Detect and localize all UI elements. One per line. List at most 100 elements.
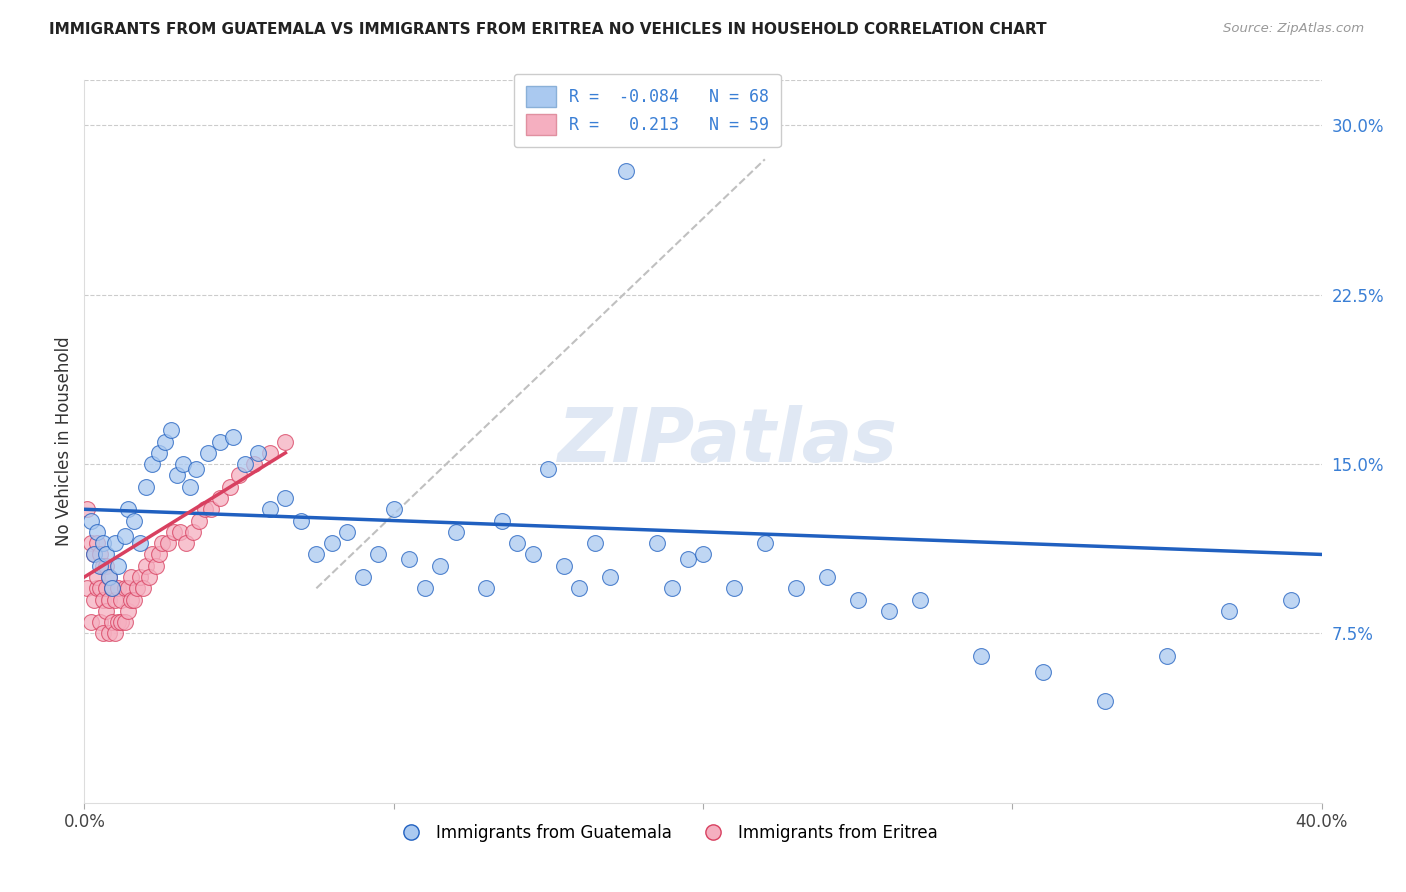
- Point: [243, 457, 266, 471]
- Point: [98, 592, 121, 607]
- Point: [491, 514, 513, 528]
- Text: Source: ZipAtlas.com: Source: ZipAtlas.com: [1223, 22, 1364, 36]
- Point: [179, 480, 201, 494]
- Point: [91, 626, 114, 640]
- Point: [815, 570, 838, 584]
- Point: [125, 582, 148, 596]
- Point: [259, 502, 281, 516]
- Point: [614, 163, 637, 178]
- Point: [200, 502, 222, 516]
- Point: [754, 536, 776, 550]
- Point: [107, 558, 129, 573]
- Point: [321, 536, 343, 550]
- Point: [122, 514, 145, 528]
- Point: [1094, 694, 1116, 708]
- Point: [120, 570, 142, 584]
- Point: [107, 582, 129, 596]
- Point: [197, 446, 219, 460]
- Point: [86, 536, 108, 550]
- Point: [187, 514, 209, 528]
- Point: [86, 582, 108, 596]
- Point: [367, 548, 389, 562]
- Point: [148, 548, 170, 562]
- Point: [160, 423, 183, 437]
- Point: [76, 582, 98, 596]
- Point: [1156, 648, 1178, 663]
- Point: [145, 558, 167, 573]
- Point: [166, 468, 188, 483]
- Point: [114, 615, 136, 630]
- Point: [153, 434, 176, 449]
- Point: [228, 468, 250, 483]
- Point: [101, 582, 124, 596]
- Point: [83, 548, 105, 562]
- Point: [194, 502, 217, 516]
- Point: [156, 536, 179, 550]
- Point: [135, 480, 157, 494]
- Point: [91, 558, 114, 573]
- Point: [107, 615, 129, 630]
- Point: [98, 570, 121, 584]
- Y-axis label: No Vehicles in Household: No Vehicles in Household: [55, 336, 73, 547]
- Point: [181, 524, 204, 539]
- Point: [148, 446, 170, 460]
- Point: [336, 524, 359, 539]
- Point: [723, 582, 745, 596]
- Point: [104, 626, 127, 640]
- Point: [176, 536, 198, 550]
- Point: [101, 615, 124, 630]
- Point: [233, 457, 256, 471]
- Point: [274, 491, 297, 505]
- Text: IMMIGRANTS FROM GUATEMALA VS IMMIGRANTS FROM ERITREA NO VEHICLES IN HOUSEHOLD CO: IMMIGRANTS FROM GUATEMALA VS IMMIGRANTS …: [49, 22, 1047, 37]
- Point: [209, 491, 232, 505]
- Point: [120, 592, 142, 607]
- Point: [79, 536, 101, 550]
- Point: [89, 548, 111, 562]
- Point: [172, 457, 194, 471]
- Point: [537, 461, 560, 475]
- Legend: Immigrants from Guatemala, Immigrants from Eritrea: Immigrants from Guatemala, Immigrants fr…: [387, 817, 945, 848]
- Point: [645, 536, 668, 550]
- Point: [352, 570, 374, 584]
- Text: ZIPatlas: ZIPatlas: [558, 405, 898, 478]
- Point: [86, 570, 108, 584]
- Point: [692, 548, 714, 562]
- Point: [129, 570, 152, 584]
- Point: [246, 446, 269, 460]
- Point: [117, 502, 139, 516]
- Point: [290, 514, 312, 528]
- Point: [184, 461, 207, 475]
- Point: [94, 558, 117, 573]
- Point: [209, 434, 232, 449]
- Point: [553, 558, 575, 573]
- Point: [138, 570, 160, 584]
- Point: [110, 592, 132, 607]
- Point: [86, 524, 108, 539]
- Point: [429, 558, 451, 573]
- Point: [135, 558, 157, 573]
- Point: [98, 626, 121, 640]
- Point: [413, 582, 436, 596]
- Point: [150, 536, 173, 550]
- Point: [79, 514, 101, 528]
- Point: [444, 524, 467, 539]
- Point: [83, 548, 105, 562]
- Point: [908, 592, 931, 607]
- Point: [94, 582, 117, 596]
- Point: [583, 536, 606, 550]
- Point: [101, 582, 124, 596]
- Point: [785, 582, 807, 596]
- Point: [169, 524, 191, 539]
- Point: [676, 552, 699, 566]
- Point: [305, 548, 328, 562]
- Point: [163, 524, 186, 539]
- Point: [83, 592, 105, 607]
- Point: [846, 592, 869, 607]
- Point: [1279, 592, 1302, 607]
- Point: [117, 604, 139, 618]
- Point: [398, 552, 420, 566]
- Point: [104, 536, 127, 550]
- Point: [114, 582, 136, 596]
- Point: [89, 615, 111, 630]
- Point: [1218, 604, 1240, 618]
